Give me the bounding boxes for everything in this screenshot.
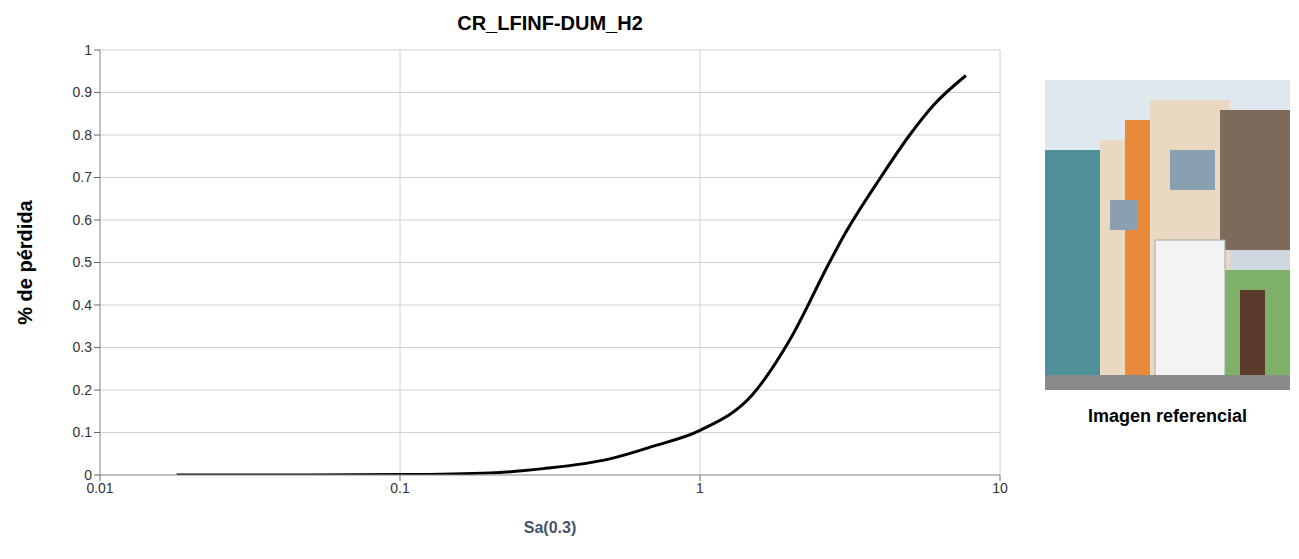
svg-text:0.4: 0.4 [73, 297, 93, 313]
svg-text:0.1: 0.1 [73, 424, 93, 440]
svg-text:0.9: 0.9 [73, 84, 93, 100]
svg-text:0.3: 0.3 [73, 339, 93, 355]
html-text:CR_LFINF-DUM_H2: CR_LFINF-DUM_H2 [457, 12, 643, 34]
svg-text:0.1: 0.1 [390, 480, 410, 496]
svg-text:0: 0 [84, 467, 92, 483]
svg-text:0.6: 0.6 [73, 212, 93, 228]
svg-text:0.7: 0.7 [73, 169, 93, 185]
svg-text:1: 1 [696, 480, 704, 496]
svg-text:0.01: 0.01 [86, 479, 114, 496]
svg-text:Sa(0.3): Sa(0.3) [524, 519, 576, 536]
svg-text:0.8: 0.8 [73, 127, 93, 143]
svg-text:0.5: 0.5 [73, 254, 93, 270]
svg-text:% de pérdida: % de pérdida [14, 199, 36, 324]
html-text:Imagen referencial: Imagen referencial [1088, 406, 1247, 426]
svg-text:10: 10 [992, 480, 1008, 496]
svg-text:1: 1 [84, 42, 92, 58]
svg-text:0.2: 0.2 [73, 382, 93, 398]
